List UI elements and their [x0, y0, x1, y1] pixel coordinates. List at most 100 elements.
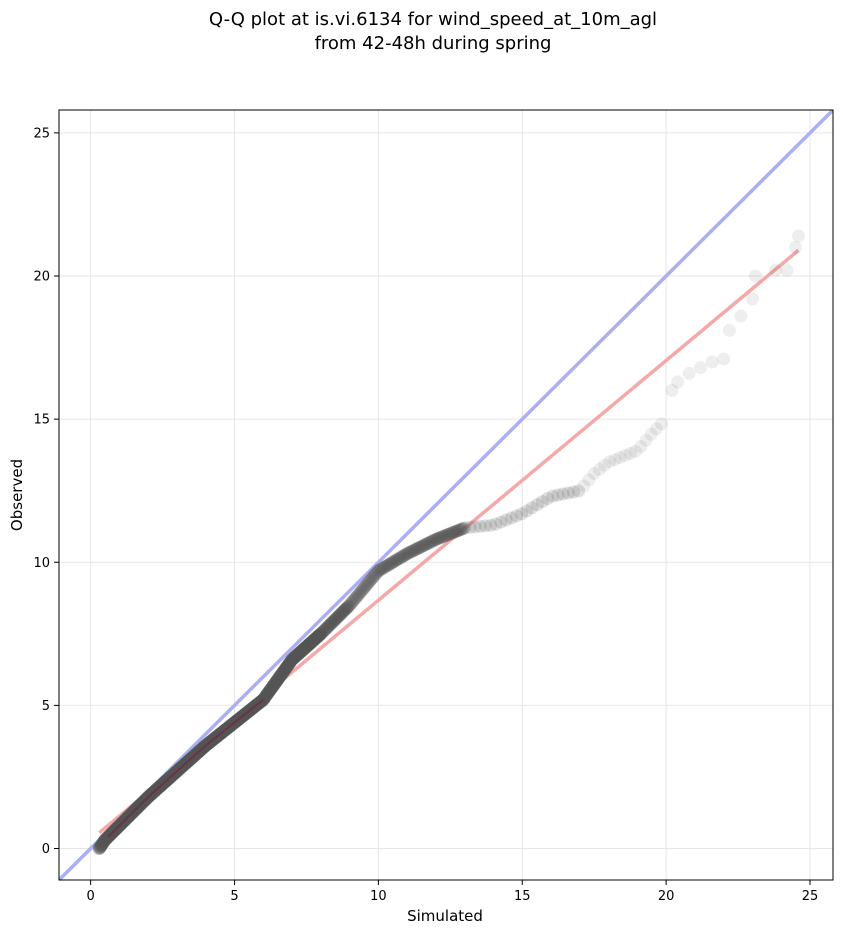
x-tick-label: 20 — [658, 889, 675, 904]
quantile-point — [299, 640, 313, 654]
quantile-point — [292, 646, 306, 660]
quantile-point — [423, 535, 437, 549]
quantile-point — [406, 544, 420, 558]
quantile-point — [639, 433, 653, 447]
y-tick-label: 20 — [33, 270, 50, 285]
quantile-point — [263, 684, 277, 698]
quantile-point — [347, 593, 361, 607]
quantile-point — [546, 489, 560, 503]
quantile-point — [296, 643, 310, 657]
quantile-point — [297, 642, 311, 656]
quantile-point — [264, 682, 278, 696]
quantile-point — [330, 611, 344, 625]
quantile-point — [705, 355, 719, 369]
quantile-point — [381, 558, 395, 572]
quantile-point — [417, 538, 431, 552]
quantile-point — [415, 540, 429, 554]
quantile-point — [271, 672, 285, 686]
quantile-point — [577, 479, 591, 493]
quantile-point — [634, 440, 648, 454]
quantile-point — [410, 542, 424, 556]
quantile-point — [274, 669, 288, 683]
quantile-point — [791, 229, 805, 243]
quantile-point — [768, 263, 782, 277]
quantile-point — [295, 644, 309, 658]
quantile-point — [458, 521, 472, 535]
quantile-point — [341, 600, 355, 614]
quantile-point — [535, 495, 549, 509]
quantile-point — [377, 560, 391, 574]
quantile-point — [442, 527, 456, 541]
quantile-point — [373, 563, 387, 577]
quantile-point — [655, 417, 669, 431]
quantile-point — [267, 678, 281, 692]
quantile-point — [320, 621, 334, 635]
quantile-point — [345, 595, 359, 609]
quantile-point — [734, 309, 748, 323]
quantile-point — [468, 520, 482, 534]
y-axis-label: Observed — [8, 459, 26, 531]
quantile-point — [592, 462, 606, 476]
quantile-point — [259, 689, 273, 703]
quantile-point — [504, 511, 518, 525]
quantile-point — [374, 562, 388, 576]
quantile-point — [433, 531, 447, 545]
quantile-point — [392, 552, 406, 566]
quantile-point — [456, 521, 470, 535]
quantile-point — [274, 668, 288, 682]
quantile-point — [291, 647, 305, 661]
quantile-point — [745, 292, 759, 306]
quantile-point — [412, 541, 426, 555]
quantile-point — [97, 834, 111, 848]
quantile-point — [371, 564, 385, 578]
quantile-point — [312, 629, 326, 643]
quantile-point — [438, 529, 452, 543]
quantile-point — [404, 545, 418, 559]
quantile-point — [422, 536, 436, 550]
quantile-point — [92, 842, 106, 856]
quantile-point — [446, 525, 460, 539]
quantile-point — [432, 531, 446, 545]
quantile-point — [748, 269, 762, 283]
quantile-point — [302, 637, 316, 651]
quantile-point — [360, 578, 374, 592]
quantile-point — [94, 839, 108, 853]
plot-area-frame — [58, 109, 834, 881]
quantile-point — [324, 617, 338, 631]
quantile-point — [419, 537, 433, 551]
y-axis-ticks: 0 5 10 15 20 25 — [33, 126, 59, 857]
quantile-point — [97, 835, 111, 849]
quantile-point — [399, 548, 413, 562]
quantile-point — [315, 625, 329, 639]
quantile-point — [356, 583, 370, 597]
quantile-point — [343, 598, 357, 612]
quantile-point — [335, 605, 349, 619]
quantile-point — [494, 515, 508, 529]
quantile-point — [440, 528, 454, 542]
quantile-point — [271, 673, 285, 687]
quantile-point — [608, 453, 622, 467]
quantile-point — [407, 543, 421, 557]
quantile-point — [94, 838, 108, 852]
quantile-point — [272, 671, 286, 685]
quantile-point — [489, 517, 503, 531]
quantile-point — [649, 422, 663, 436]
quantile-point — [318, 623, 332, 637]
x-tick-label: 15 — [514, 889, 531, 904]
quantile-point — [325, 615, 339, 629]
quantile-point — [293, 646, 307, 660]
quantile-point — [338, 602, 352, 616]
quantile-point — [348, 591, 362, 605]
quantile-point — [308, 632, 322, 646]
quantile-point — [694, 361, 708, 375]
quantile-point — [327, 614, 341, 628]
quantile-point — [351, 588, 365, 602]
quantile-point — [276, 665, 290, 679]
quantile-point — [430, 532, 444, 546]
quantile-point — [278, 663, 292, 677]
quantile-point — [416, 539, 430, 553]
grid-lines — [59, 110, 833, 880]
quantile-point — [292, 647, 306, 661]
quantile-point — [435, 530, 449, 544]
